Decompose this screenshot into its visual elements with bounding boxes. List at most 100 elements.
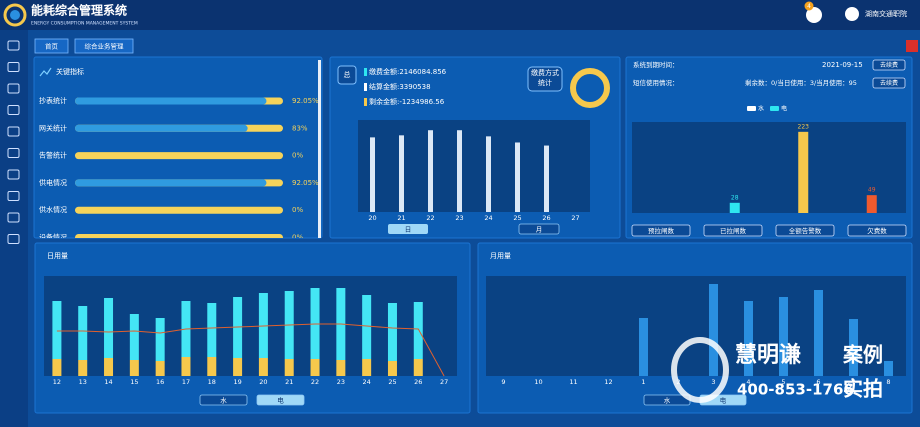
category-button-label: 欠费数: [867, 226, 887, 235]
value-label: 49: [868, 187, 876, 194]
sidebar-icon[interactable]: [7, 148, 20, 158]
sms-usage: 剩余数：0/当日使用：3/当月使用：95: [745, 78, 857, 87]
bar: [515, 142, 520, 212]
bar: [884, 361, 893, 376]
x-tick-label: 13: [79, 378, 87, 386]
method-button-label: 缴费方式统计: [531, 69, 559, 87]
value-label: 223: [798, 123, 810, 130]
bar-segment: [52, 301, 62, 359]
x-tick-label: 1: [641, 378, 645, 386]
bar: [866, 195, 877, 213]
renew-button[interactable]: [872, 59, 906, 71]
bar-segment: [207, 303, 217, 357]
sidebar-icon[interactable]: [7, 169, 20, 180]
tab[interactable]: [34, 38, 69, 54]
amount-text: 缴费金额:2146084.856: [369, 67, 447, 76]
indicator-label: 设备情况: [39, 233, 67, 242]
x-tick-label: 5: [781, 378, 785, 386]
chart-tab[interactable]: [199, 394, 248, 406]
indicator-label: 告警统计: [39, 151, 67, 160]
chart-tab[interactable]: [256, 394, 305, 406]
x-tick-label: 21: [397, 214, 405, 222]
x-tick-label: 16: [156, 378, 164, 386]
category-button[interactable]: [703, 224, 763, 237]
category-button[interactable]: [631, 224, 691, 237]
renew-button[interactable]: [872, 77, 906, 89]
x-tick-label: 27: [571, 214, 579, 222]
total-button[interactable]: [337, 65, 357, 85]
progress-fill: [75, 124, 248, 132]
x-tick-label: 15: [130, 378, 138, 386]
method-button[interactable]: [527, 66, 563, 92]
progress-fill: [75, 97, 267, 105]
bar-segment: [362, 359, 372, 376]
amount-text: 剩余金额:-1234986.56: [369, 97, 445, 106]
bar-segment: [387, 303, 397, 361]
x-tick-label: 23: [455, 214, 463, 222]
chart-tab[interactable]: [388, 224, 428, 234]
notification-icon[interactable]: [806, 7, 822, 23]
bar-segment: [181, 357, 191, 376]
sidebar-icon[interactable]: [7, 234, 20, 244]
logo: [3, 3, 27, 27]
sidebar-icon[interactable]: [7, 126, 20, 137]
x-tick-label: 6: [816, 378, 820, 386]
x-tick-label: 21: [285, 378, 293, 386]
value-label: 28: [731, 194, 739, 201]
user-name: 湖南交通职院: [865, 9, 907, 18]
chart-tab-label: 月: [536, 226, 543, 234]
bar: [370, 137, 375, 212]
expiry-date: 2021-09-15: [822, 61, 863, 69]
watermark-tag: 实拍: [843, 377, 883, 401]
sidebar-icon[interactable]: [7, 83, 20, 94]
legend-swatch: [770, 106, 779, 111]
x-tick-label: 20: [368, 214, 376, 222]
category-button[interactable]: [847, 224, 907, 237]
header-bar: [0, 0, 920, 30]
chart-tab[interactable]: [518, 223, 560, 235]
x-tick-label: 7: [851, 378, 855, 386]
category-button[interactable]: [775, 224, 835, 237]
x-tick-label: 19: [233, 378, 241, 386]
sidebar-icon[interactable]: [7, 212, 20, 223]
indicator-label: 供电情况: [39, 178, 67, 187]
sidebar-icon[interactable]: [7, 105, 20, 115]
progress-fill: [75, 179, 267, 187]
x-tick-label: 26: [414, 378, 422, 386]
sidebar-icon[interactable]: [7, 62, 20, 72]
sidebar-icon[interactable]: [7, 40, 20, 51]
plot-area: [632, 122, 906, 213]
app-title: 能耗综合管理系统: [31, 3, 127, 18]
category-button-label: 全额告警数: [789, 226, 822, 235]
sidebar-icon[interactable]: [7, 191, 20, 201]
x-tick-label: 27: [440, 378, 448, 386]
x-tick-label: 8: [886, 378, 890, 386]
bar: [798, 131, 809, 213]
bar-segment: [387, 361, 397, 376]
chart-tab-label: 电: [720, 396, 727, 405]
watermark-logo: [671, 337, 729, 403]
indicator-label: 供水情况: [39, 205, 67, 214]
x-tick-label: 22: [311, 378, 319, 386]
x-tick-label: 9: [501, 378, 505, 386]
method-button-box: 缴费方式统计: [531, 69, 559, 87]
bar: [709, 284, 718, 376]
legend-label: 水: [758, 105, 764, 113]
panel-title: 关键指标: [56, 67, 84, 76]
bar: [544, 145, 549, 212]
indicator-value: 92.05%: [292, 97, 319, 105]
user-avatar: [845, 7, 859, 21]
x-tick-label: 14: [104, 378, 112, 386]
bar: [486, 136, 491, 212]
close-tab[interactable]: [906, 40, 918, 52]
bar-segment: [104, 358, 114, 376]
trend-line: [56, 323, 445, 377]
scrollbar[interactable]: [318, 60, 321, 238]
indicator-label: 抄表统计: [39, 96, 67, 105]
bar: [744, 301, 753, 376]
tab[interactable]: [74, 38, 134, 54]
panel-title: 日用量: [47, 252, 68, 260]
bar-segment: [129, 314, 139, 360]
bar: [814, 290, 823, 376]
